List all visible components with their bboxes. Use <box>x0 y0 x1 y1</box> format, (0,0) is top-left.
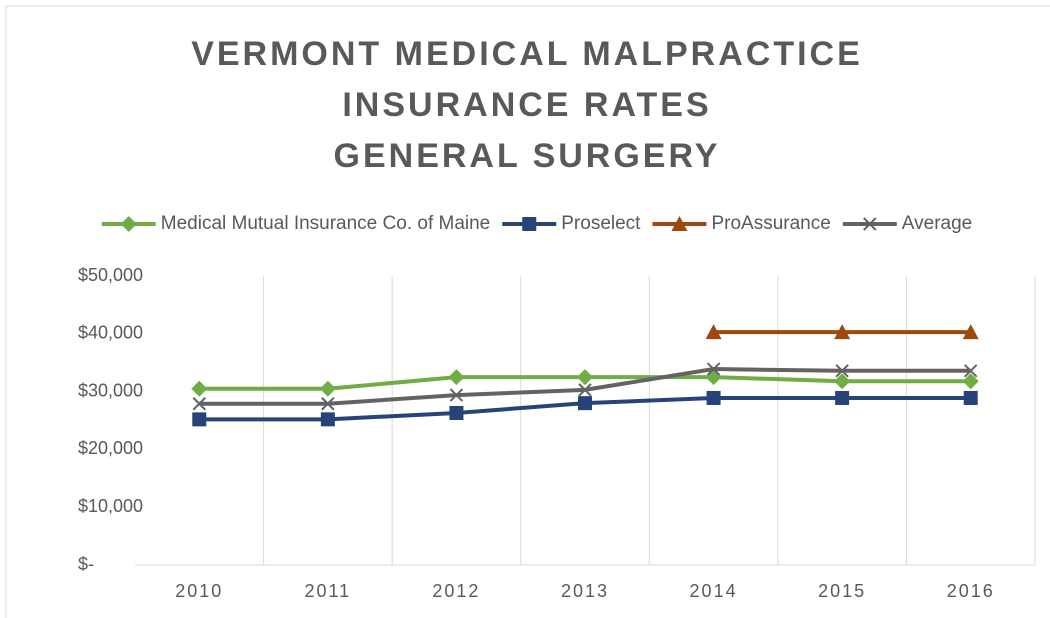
x-tick-label: 2015 <box>818 581 866 601</box>
marker <box>449 405 464 420</box>
marker <box>706 390 721 405</box>
legend-label: Proselect <box>561 213 641 234</box>
legend-label: Medical Mutual Insurance Co. of Maine <box>161 213 491 234</box>
y-tick-label: $40,000 <box>78 323 143 343</box>
y-tick-label: $- <box>78 554 94 574</box>
marker <box>448 369 465 386</box>
y-tick-label: $50,000 <box>78 265 143 285</box>
marker <box>578 383 592 397</box>
marker <box>449 388 464 402</box>
marker <box>962 324 979 340</box>
marker <box>120 216 137 232</box>
legend-item: Average <box>842 213 972 234</box>
marker <box>962 373 979 390</box>
x-tick-label: 2013 <box>561 581 609 601</box>
marker <box>963 390 978 405</box>
marker <box>835 390 850 405</box>
marker <box>835 364 849 378</box>
marker <box>964 364 978 378</box>
y-tick-label: $30,000 <box>78 380 143 400</box>
y-tick-label: $20,000 <box>78 438 143 458</box>
marker <box>863 217 877 231</box>
x-tick-label: 2016 <box>947 581 995 601</box>
chart-title: VERMONT MEDICAL MALPRACTICE <box>191 35 863 73</box>
legend-item: ProAssurance <box>652 213 831 234</box>
series <box>191 369 979 397</box>
marker <box>319 380 336 397</box>
marker <box>834 373 851 390</box>
legend-item: Medical Mutual Insurance Co. of Maine <box>101 213 491 234</box>
legend-item: Proselect <box>502 213 641 234</box>
marker <box>191 380 208 397</box>
marker <box>320 412 335 427</box>
x-tick-label: 2011 <box>304 581 351 601</box>
legend-label: Average <box>902 213 972 234</box>
marker <box>705 324 722 340</box>
x-tick-label: 2012 <box>432 581 480 601</box>
marker <box>578 396 592 411</box>
chart-title: INSURANCE RATES <box>342 86 711 124</box>
legend-label: ProAssurance <box>711 213 830 234</box>
marker <box>706 362 721 376</box>
marker <box>671 216 688 231</box>
x-tick-label: 2014 <box>690 581 738 601</box>
series <box>192 362 978 411</box>
series <box>705 324 979 340</box>
chart-border <box>5 5 1050 618</box>
marker <box>321 397 335 411</box>
x-tick-label: 2010 <box>175 581 223 601</box>
marker <box>522 217 537 231</box>
y-tick-label: $10,000 <box>78 496 143 516</box>
marker <box>577 369 593 386</box>
marker <box>192 397 206 411</box>
marker <box>192 412 207 427</box>
chart-title: GENERAL SURGERY <box>334 137 721 175</box>
marker <box>834 324 851 340</box>
series <box>192 390 978 427</box>
